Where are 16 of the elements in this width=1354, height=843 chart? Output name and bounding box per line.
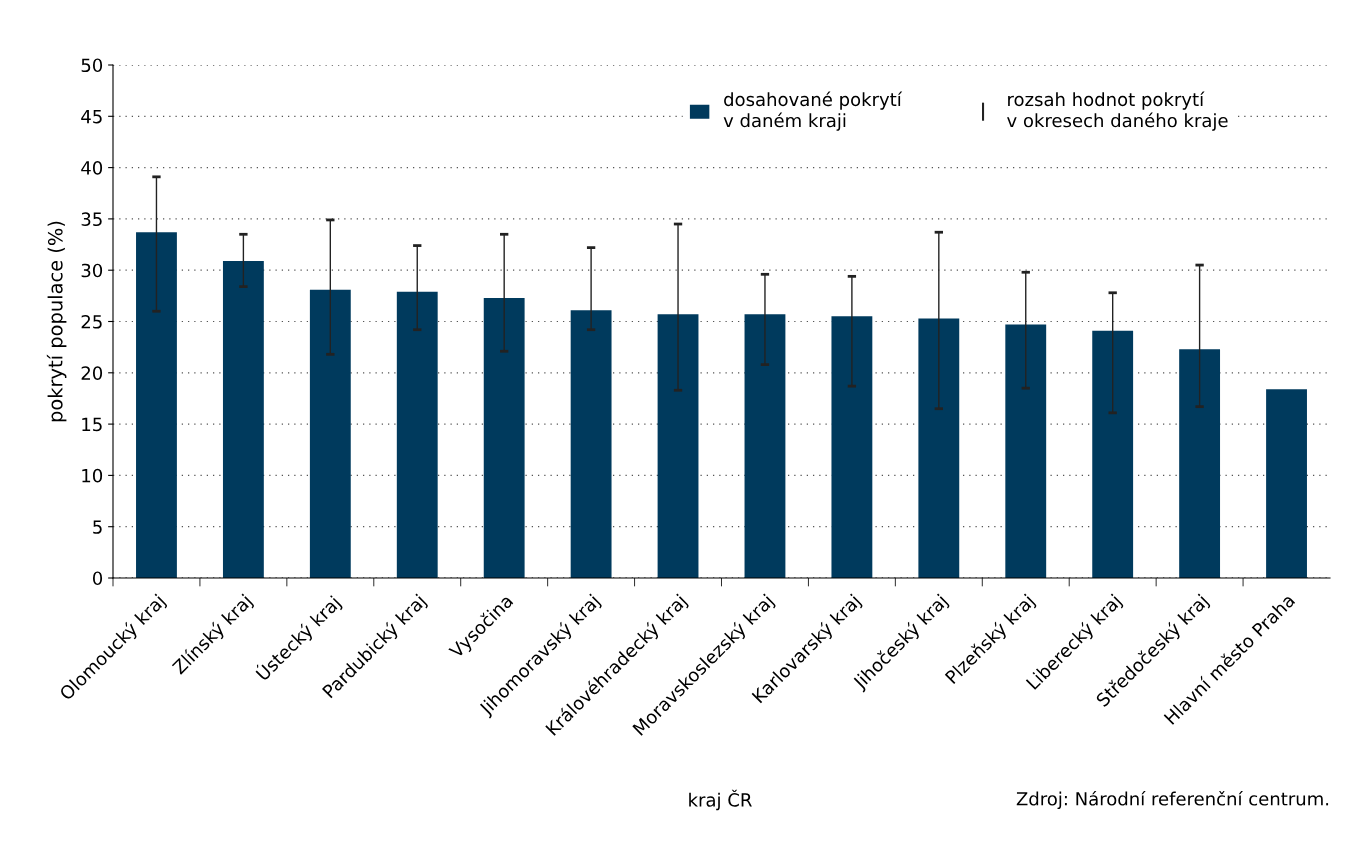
y-tick-label: 0 — [92, 571, 103, 586]
y-tick-label: 50 — [81, 58, 103, 73]
text: Zdroj: Národní referenční centrum. — [1016, 790, 1329, 810]
y-tick-label: 20 — [81, 366, 103, 380]
legend-label: dosahované pokrytí v daném kraji — [723, 91, 903, 131]
y-tick-label: 40 — [81, 161, 103, 175]
y-tick-label: 5 — [93, 520, 102, 534]
y-axis-title: pokrytí populace (%) — [46, 221, 67, 422]
x-axis-title: kraj ČR — [689, 789, 752, 811]
y-tick-label: 45 — [81, 110, 102, 124]
y-tick-label: 30 — [81, 263, 103, 278]
y-tick-label: 35 — [81, 212, 102, 227]
annotation: rozsah hodnot pokrytí v okresech daného kraje — [1007, 91, 1228, 131]
y-tick-label: 10 — [82, 468, 103, 483]
y-tick-label: 25 — [81, 314, 102, 329]
y-tick-label: 15 — [82, 417, 102, 432]
